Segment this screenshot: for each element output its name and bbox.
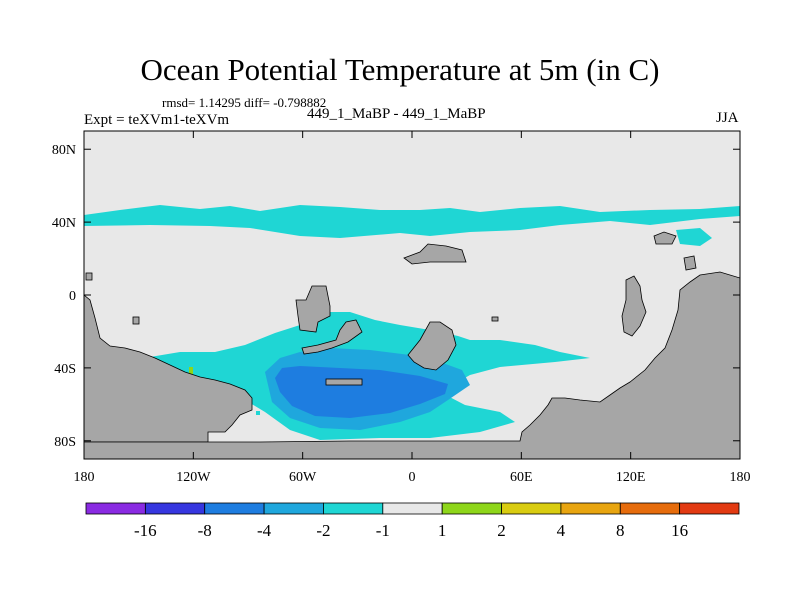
colorbar-label: 1 [438, 521, 447, 540]
colorbar-swatch [441, 502, 502, 515]
y-tick-label: 80N [52, 143, 76, 158]
land-island-3 [85, 272, 93, 281]
x-tick-label: 180 [730, 470, 751, 485]
colorbar-label: 16 [671, 521, 688, 540]
colorbar-label: -2 [316, 521, 330, 540]
colorbar-swatch [204, 502, 265, 515]
y-tick-label: 40N [52, 216, 76, 231]
stats-text: rmsd= 1.14295 diff= -0.798882 [162, 95, 327, 110]
land-arabia [407, 321, 457, 371]
colorbar-swatch [619, 502, 681, 515]
axis-ticks [83, 131, 741, 459]
y-tick-label: 40S [54, 362, 76, 377]
x-tick-label: 180 [74, 470, 95, 485]
colorbar-label: -4 [257, 521, 272, 540]
land-island-4 [132, 316, 140, 325]
land-asia-small [403, 243, 467, 265]
x-tick-label: 120E [616, 470, 646, 485]
chart-title: Ocean Potential Temperature at 5m (in C) [140, 52, 660, 87]
x-tick-label: 60W [289, 470, 317, 485]
anomaly-field [84, 205, 740, 440]
colorbar-swatch [323, 502, 384, 515]
land-south-america [84, 294, 253, 443]
land-india [621, 275, 647, 337]
colorbar-swatch [501, 502, 562, 515]
land-africa-south [301, 319, 363, 355]
colorbar-label: -8 [198, 521, 212, 540]
axis-labels: 180 120W 60W 0 60E 120E 180 80N 40N 0 40S 80S [52, 143, 751, 485]
y-tick-label: 0 [69, 289, 76, 304]
land-africa [295, 285, 331, 333]
colorbar-label: 2 [497, 521, 506, 540]
anomaly-blob-north-2 [676, 228, 712, 246]
anomaly-band-40n [84, 205, 740, 238]
land-island-1 [653, 231, 677, 245]
land-mask [84, 231, 740, 459]
colorbar-label: 8 [616, 521, 625, 540]
warm-spot [189, 367, 193, 374]
colorbar-swatch [263, 502, 324, 515]
land-ice-shelf [325, 378, 363, 386]
colorbar: -16 -8 -4 -2 -1 1 2 4 8 16 [85, 502, 740, 540]
colorbar-swatch [382, 502, 443, 515]
colorbar-swatch [679, 502, 740, 515]
anomaly-level-3 [275, 366, 448, 418]
x-tick-label: 0 [409, 470, 416, 485]
case-label: 449_1_MaBP - 449_1_MaBP [307, 106, 486, 122]
small-cyan-spot [256, 411, 260, 415]
land-island-5 [491, 316, 499, 322]
y-tick-label: 80S [54, 435, 76, 450]
experiment-label: Expt = teXVm1-teXVm [84, 112, 230, 128]
land-island-2 [683, 255, 697, 271]
colorbar-label: 4 [557, 521, 566, 540]
x-tick-label: 120W [176, 470, 211, 485]
season-label: JJA [716, 110, 739, 126]
colorbar-label: -1 [376, 521, 390, 540]
colorbar-swatch [85, 502, 146, 515]
colorbar-swatch [560, 502, 621, 515]
x-tick-label: 60E [510, 470, 533, 485]
land-antarctica [84, 271, 740, 459]
colorbar-label: -16 [134, 521, 157, 540]
colorbar-swatch [144, 502, 206, 515]
